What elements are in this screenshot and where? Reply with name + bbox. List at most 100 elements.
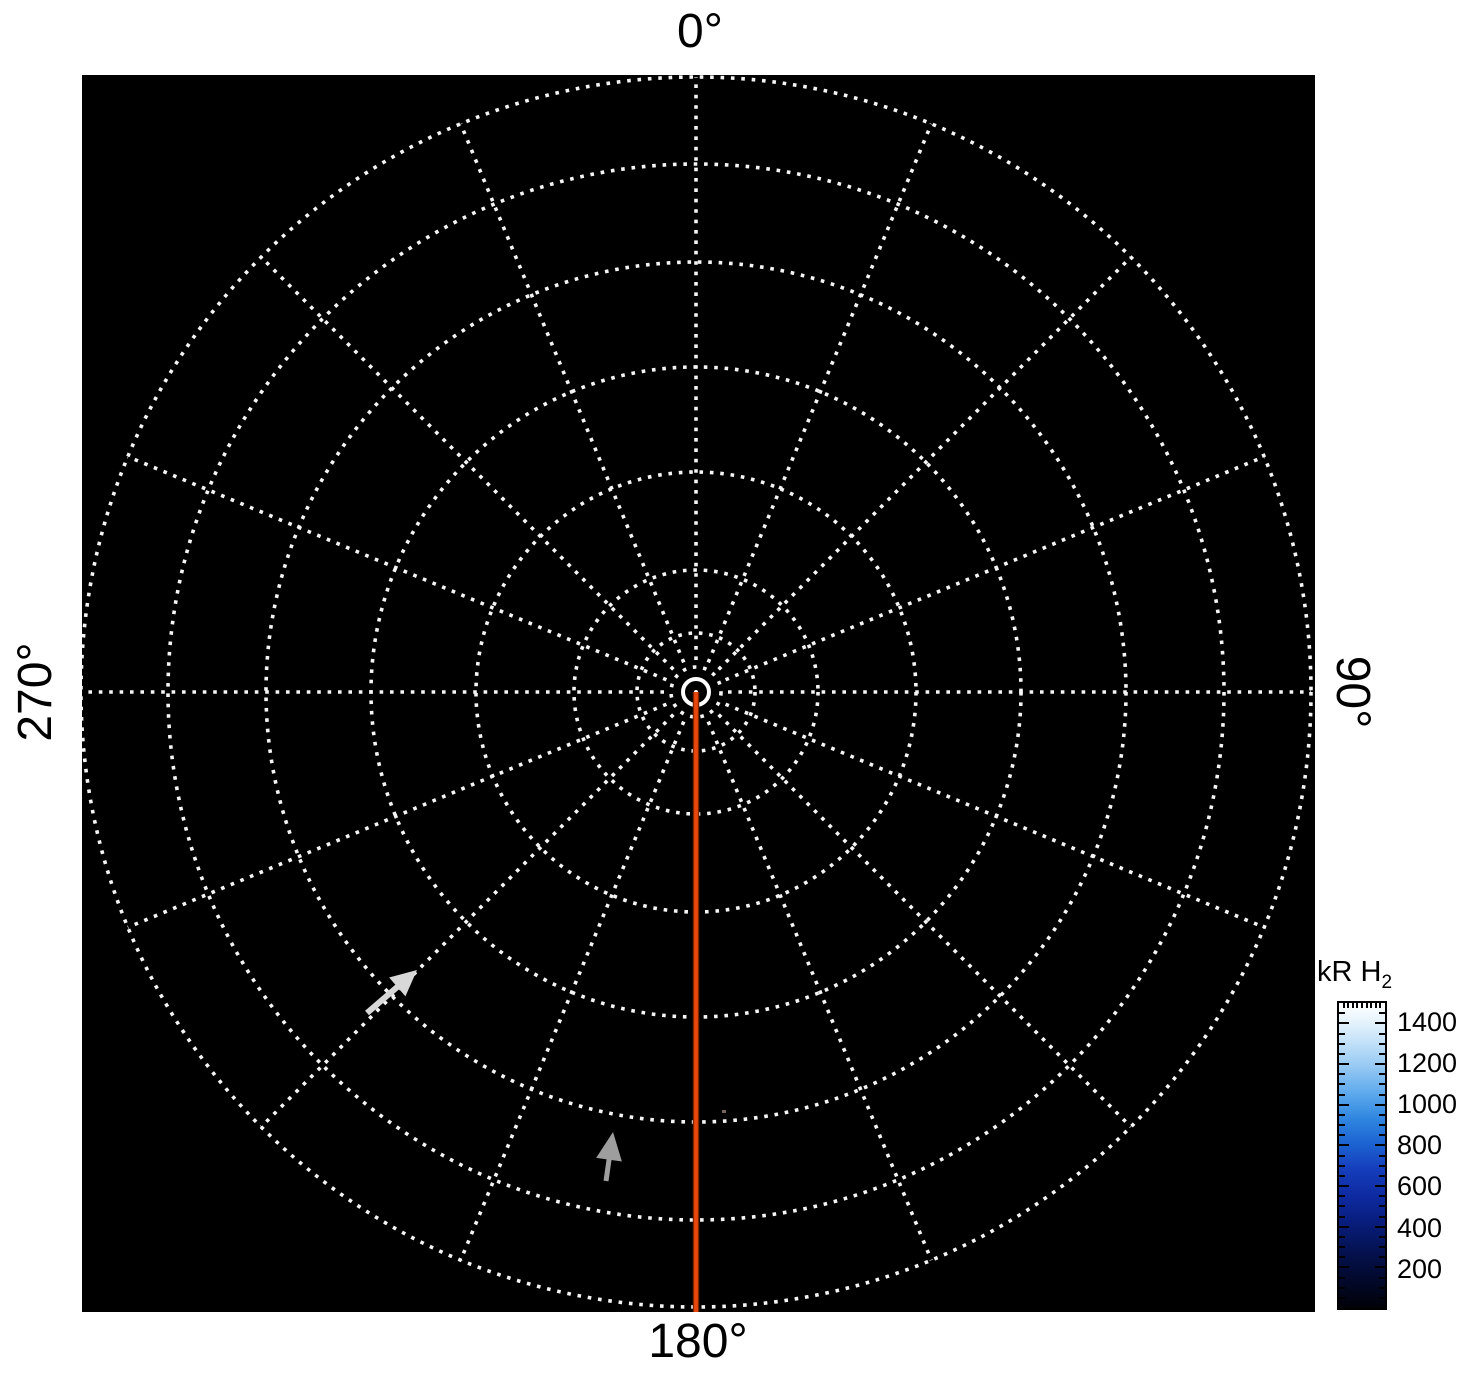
colorbar-gradient-bar [1337, 1001, 1387, 1310]
colorbar-tick-label: 1200 [1397, 1047, 1458, 1078]
colorbar-minor-tick [1379, 1124, 1385, 1126]
angle-label-270: 270° [9, 642, 62, 742]
colorbar-major-tick [1375, 1185, 1385, 1187]
colorbar-top-tick [1342, 1003, 1345, 1008]
colorbar-top-tick [1361, 1003, 1363, 1008]
colorbar-title: kR H2 [1317, 956, 1392, 994]
colorbar-minor-tick [1379, 1296, 1385, 1299]
colorbar-tick-label: 600 [1397, 1171, 1443, 1202]
arrow-small-shaft [603, 1155, 613, 1182]
colorbar-minor-tick [1339, 1083, 1345, 1086]
colorbar-minor-tick [1379, 1073, 1385, 1076]
colorbar-minor-tick [1339, 1195, 1345, 1198]
colorbar-minor-tick [1379, 1256, 1385, 1259]
colorbar-minor-tick [1379, 1042, 1385, 1045]
colorbar-minor-tick [1379, 1032, 1385, 1035]
colorbar-tick-label: 1000 [1397, 1089, 1458, 1119]
colorbar-top-tick [1347, 1003, 1350, 1008]
colorbar-minor-tick [1339, 1093, 1345, 1096]
colorbar-major-tick [1375, 1063, 1385, 1065]
grid-spoke [706, 720, 934, 1261]
colorbar-minor-tick [1379, 1286, 1385, 1289]
colorbar-minor-tick [1339, 1256, 1345, 1259]
colorbar-minor-tick [1339, 1296, 1345, 1299]
colorbar-minor-tick [1379, 1012, 1385, 1015]
colorbar-minor-tick [1339, 1124, 1345, 1126]
colorbar-tick-label: 200 [1397, 1253, 1443, 1284]
grid-spoke [127, 454, 668, 682]
colorbar-minor-tick [1339, 1174, 1345, 1177]
colorbar-top-tick [1370, 1003, 1373, 1008]
grid-spoke [706, 123, 934, 664]
grid-spoke [724, 454, 1265, 682]
grid-spoke [717, 255, 1133, 671]
polar-grid-svg [82, 75, 1313, 1312]
grid-circle [572, 568, 820, 816]
colorbar-title-text: kR H [1317, 956, 1382, 988]
grid-spoke [259, 713, 675, 1129]
colorbar-minor-tick [1339, 1042, 1345, 1045]
grid-spoke [458, 720, 686, 1261]
colorbar-minor-tick [1339, 1235, 1345, 1238]
colorbar-major-tick [1339, 1185, 1349, 1187]
colorbar-minor-tick [1339, 1113, 1345, 1116]
colorbar-minor-tick [1379, 1083, 1385, 1086]
colorbar-minor-tick [1339, 1276, 1345, 1279]
grid-spoke [724, 702, 1265, 930]
colorbar-minor-tick [1379, 1246, 1385, 1248]
colorbar-minor-tick [1339, 1012, 1345, 1015]
colorbar-minor-tick [1339, 1073, 1345, 1076]
colorbar-minor-tick [1379, 1174, 1385, 1177]
angle-label-180: 180° [648, 1315, 748, 1368]
colorbar-minor-tick [1379, 1235, 1385, 1238]
colorbar-title-subscript: 2 [1381, 971, 1393, 993]
colorbar-major-tick [1339, 1144, 1349, 1147]
angle-label-0: 0° [677, 5, 723, 58]
colorbar-major-tick [1375, 1103, 1385, 1106]
colorbar-minor-tick [1339, 1205, 1345, 1208]
arrow-small-head [596, 1132, 622, 1162]
colorbar-minor-tick [1339, 1215, 1345, 1218]
angle-label-90: 90° [1326, 655, 1379, 729]
colorbar-minor-tick [1339, 1154, 1345, 1157]
grid-spoke [458, 123, 686, 664]
colorbar-minor-tick [1339, 1164, 1345, 1167]
colorbar-tick-label: 800 [1397, 1130, 1443, 1161]
colorbar-major-tick [1375, 1022, 1385, 1025]
colorbar-top-tick [1379, 1003, 1382, 1008]
grid-circle [635, 631, 757, 753]
arrow-large-shaft [365, 982, 403, 1016]
grid-spoke [717, 713, 1133, 1129]
colorbar-minor-tick [1379, 1052, 1385, 1055]
colorbar-minor-tick [1379, 1093, 1385, 1096]
colorbar-major-tick [1339, 1225, 1349, 1228]
colorbar-minor-tick [1379, 1134, 1385, 1137]
colorbar-minor-tick [1339, 1286, 1345, 1289]
colorbar-minor-tick [1339, 1032, 1345, 1035]
colorbar-top-tick [1356, 1003, 1359, 1008]
colorbar-minor-tick [1339, 1246, 1345, 1248]
polar-plot-area [82, 75, 1315, 1312]
colorbar-minor-tick [1339, 1052, 1345, 1055]
colorbar-major-tick [1339, 1063, 1349, 1065]
colorbar-minor-tick [1379, 1154, 1385, 1157]
colorbar-tick-label: 400 [1397, 1212, 1443, 1243]
colorbar-minor-tick [1379, 1113, 1385, 1116]
grid-circle [669, 665, 723, 719]
colorbar-tick-label: 1400 [1397, 1006, 1458, 1037]
colorbar-minor-tick [1339, 1134, 1345, 1137]
colorbar-top-tick [1351, 1003, 1354, 1008]
colorbar-major-tick [1375, 1144, 1385, 1147]
arrow-large-head [389, 970, 417, 997]
grid-circle [166, 162, 1226, 1222]
colorbar-minor-tick [1379, 1215, 1385, 1218]
colorbar-top-tick [1374, 1003, 1377, 1008]
colorbar-major-tick [1339, 1022, 1349, 1025]
colorbar-minor-tick [1379, 1164, 1385, 1167]
colorbar-minor-tick [1379, 1195, 1385, 1198]
colorbar-major-tick [1375, 1225, 1385, 1228]
colorbar-major-tick [1339, 1103, 1349, 1106]
colorbar-top-tick [1365, 1003, 1368, 1008]
colorbar-major-tick [1375, 1266, 1385, 1269]
faint-speck [722, 1110, 726, 1113]
